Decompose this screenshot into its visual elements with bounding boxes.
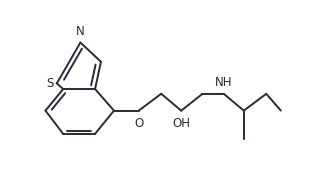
Text: NH: NH bbox=[215, 76, 232, 89]
Text: O: O bbox=[134, 117, 143, 130]
Text: S: S bbox=[46, 77, 53, 90]
Text: N: N bbox=[76, 25, 85, 38]
Text: OH: OH bbox=[172, 117, 190, 130]
